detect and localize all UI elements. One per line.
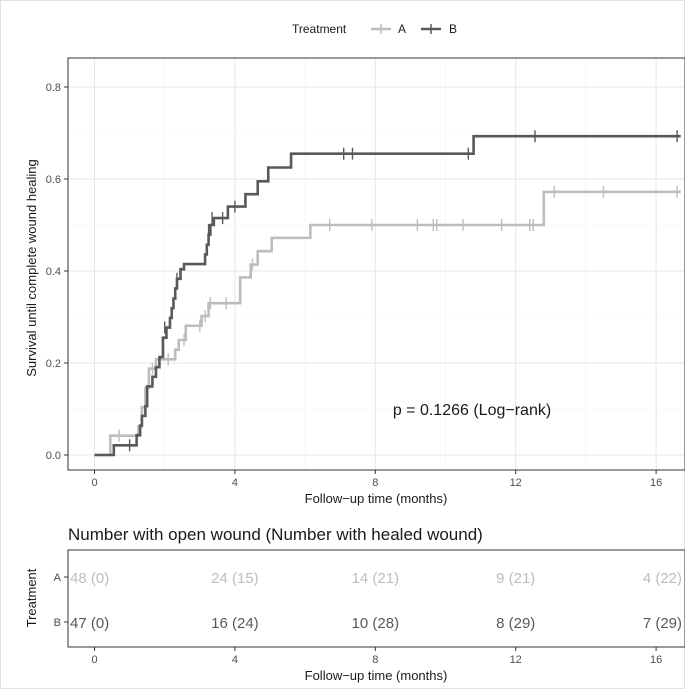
plot-panel — [68, 58, 685, 470]
legend-label-b: B — [449, 22, 457, 36]
risk-cell-b: 47 (0) — [70, 615, 109, 632]
plot-series — [94, 130, 681, 457]
risk-cell-b: 10 (28) — [352, 615, 400, 632]
y-tick-label: 0.2 — [46, 358, 61, 370]
risk-cell-b: 8 (29) — [496, 615, 535, 632]
logrank-annotation: p = 0.1266 (Log−rank) — [393, 402, 551, 419]
risk-table: Number with open wound (Number with heal… — [24, 525, 685, 683]
risk-table-cells: 48 (0) 24 (15) 14 (21) 9 (21) 4 (22) 47 (0) 16… — [70, 570, 682, 632]
risk-table-panel — [67, 549, 685, 648]
km-curve-a — [94, 190, 681, 457]
risk-y-axis-title: Treatment — [24, 568, 39, 627]
y-tick-label: 0.6 — [46, 174, 61, 186]
risk-cell-a: 14 (21) — [352, 570, 400, 587]
plot-grid — [68, 58, 685, 470]
legend-title: Treatment — [292, 22, 347, 36]
risk-row-label-b: B — [54, 617, 61, 629]
risk-table-ticks: 0 4 8 12 16 A B — [54, 572, 663, 666]
plot-panel-border — [67, 57, 685, 471]
risk-row-label-a: A — [54, 572, 62, 584]
y-tick-label: 0.8 — [46, 82, 61, 94]
x-tick-label: 12 — [510, 477, 522, 489]
x-tick-label: 4 — [232, 477, 238, 489]
risk-table-title: Number with open wound (Number with heal… — [68, 525, 483, 544]
risk-cell-a: 9 (21) — [496, 570, 535, 587]
y-axis-title: Survival until complete wound healing — [24, 159, 39, 377]
risk-cell-a: 24 (15) — [211, 570, 259, 587]
x-axis-title: Follow−up time (months) — [305, 491, 448, 506]
risk-cell-b: 16 (24) — [211, 615, 259, 632]
legend-label-a: A — [398, 22, 406, 36]
x-tick-label: 8 — [372, 477, 378, 489]
x-tick-label: 0 — [91, 477, 97, 489]
risk-cell-a: 4 (22) — [643, 570, 682, 587]
survival-plot: 0 4 8 12 16 0.0 0.2 0.4 0.6 0.8 p = 0.1266 (Log−r… — [24, 57, 685, 506]
plot-ticks: 0 4 8 12 16 0.0 0.2 0.4 0.6 0.8 — [46, 82, 663, 489]
risk-cell-b: 7 (29) — [643, 615, 682, 632]
legend: Treatment A B — [292, 22, 457, 36]
km-curve-b — [94, 134, 681, 457]
risk-cell-a: 48 (0) — [70, 570, 109, 587]
risk-x-tick-label: 16 — [650, 654, 662, 666]
risk-x-axis-title: Follow−up time (months) — [305, 668, 448, 683]
risk-x-tick-label: 8 — [372, 654, 378, 666]
x-tick-label: 16 — [650, 477, 662, 489]
y-tick-label: 0.4 — [46, 266, 61, 278]
risk-x-tick-label: 4 — [232, 654, 238, 666]
risk-x-tick-label: 0 — [91, 654, 97, 666]
y-tick-label: 0.0 — [46, 450, 61, 462]
risk-x-tick-label: 12 — [510, 654, 522, 666]
